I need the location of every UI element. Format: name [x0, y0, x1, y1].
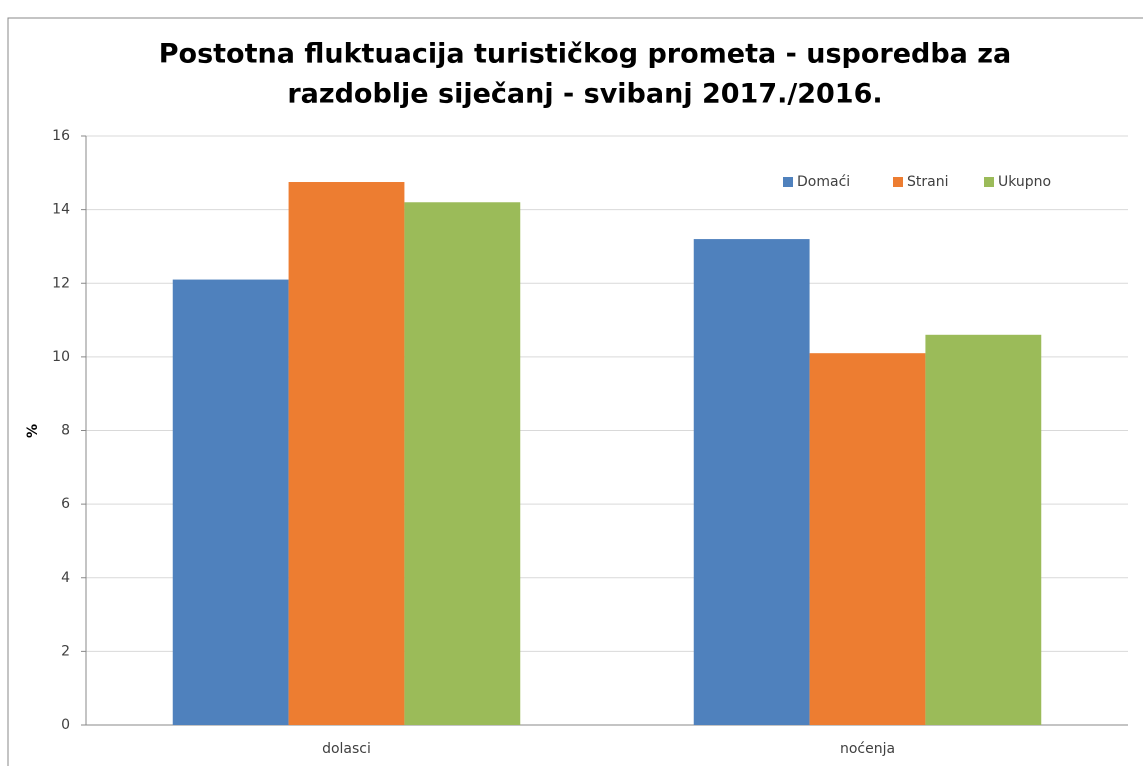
y-tick-label: 16 [52, 128, 70, 144]
chart-title: razdoblje siječanj - svibanj 2017./2016. [287, 79, 882, 110]
legend-label: Ukupno [998, 174, 1051, 190]
chart-title: Postotna fluktuacija turističkog prometa… [159, 39, 1012, 70]
legend-label: Strani [907, 174, 948, 190]
bar [809, 353, 926, 725]
y-tick-label: 8 [61, 423, 70, 439]
y-axis-label: % [25, 424, 41, 438]
bar [288, 182, 405, 725]
y-tick-label: 4 [61, 570, 70, 586]
legend-label: Domaći [797, 174, 850, 190]
y-tick-label: 14 [52, 202, 70, 218]
legend-swatch [783, 177, 793, 187]
bar [404, 202, 521, 725]
x-tick-label: noćenja [840, 741, 895, 757]
y-tick-label: 10 [52, 349, 70, 365]
y-tick-label: 0 [61, 717, 70, 733]
legend-swatch [984, 177, 994, 187]
y-tick-label: 2 [61, 643, 70, 659]
bar [693, 239, 810, 725]
y-tick-label: 12 [52, 275, 70, 291]
bar [172, 279, 289, 725]
legend-swatch [893, 177, 903, 187]
bar [925, 334, 1042, 725]
x-tick-label: dolasci [322, 741, 371, 757]
y-tick-label: 6 [61, 496, 70, 512]
